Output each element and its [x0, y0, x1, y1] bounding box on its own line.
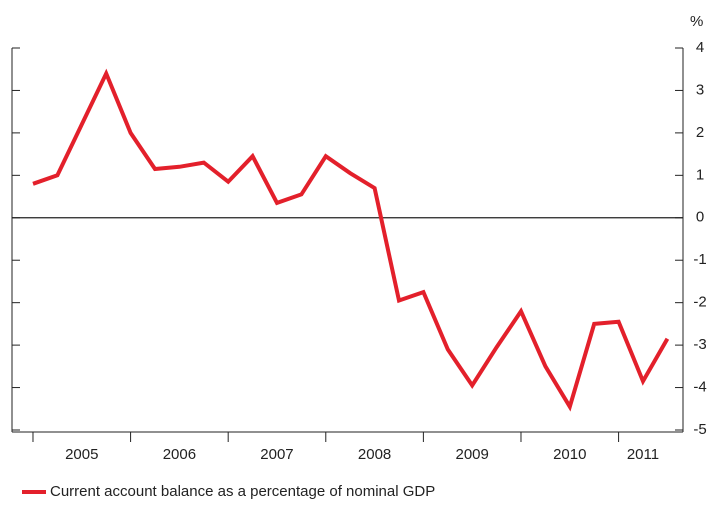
- data-line: [32, 68, 670, 412]
- y-tick-label: -3: [693, 336, 706, 353]
- y-tick-label: -5: [693, 421, 706, 438]
- x-tick-label: 2009: [455, 446, 488, 463]
- y-tick-label: -2: [693, 294, 706, 311]
- x-tick-label: 2005: [65, 446, 98, 463]
- legend-label: Current account balance as a percentage …: [50, 483, 435, 500]
- y-tick-label: -4: [693, 379, 706, 396]
- y-unit: %: [690, 13, 703, 30]
- y-tick-label: 3: [696, 81, 704, 98]
- x-tick-label: 2006: [163, 446, 196, 463]
- x-tick-label: 2010: [553, 446, 586, 463]
- x-tick-label: 2008: [358, 446, 391, 463]
- x-tick-label: 2007: [260, 446, 293, 463]
- y-tick-label: -1: [693, 251, 706, 268]
- y-tick-label: 4: [696, 39, 704, 56]
- x-tick-label: 2011: [627, 446, 659, 463]
- y-tick-label: 1: [696, 166, 704, 183]
- y-tick-label: 2: [696, 124, 704, 141]
- y-tick-label: 0: [696, 209, 704, 226]
